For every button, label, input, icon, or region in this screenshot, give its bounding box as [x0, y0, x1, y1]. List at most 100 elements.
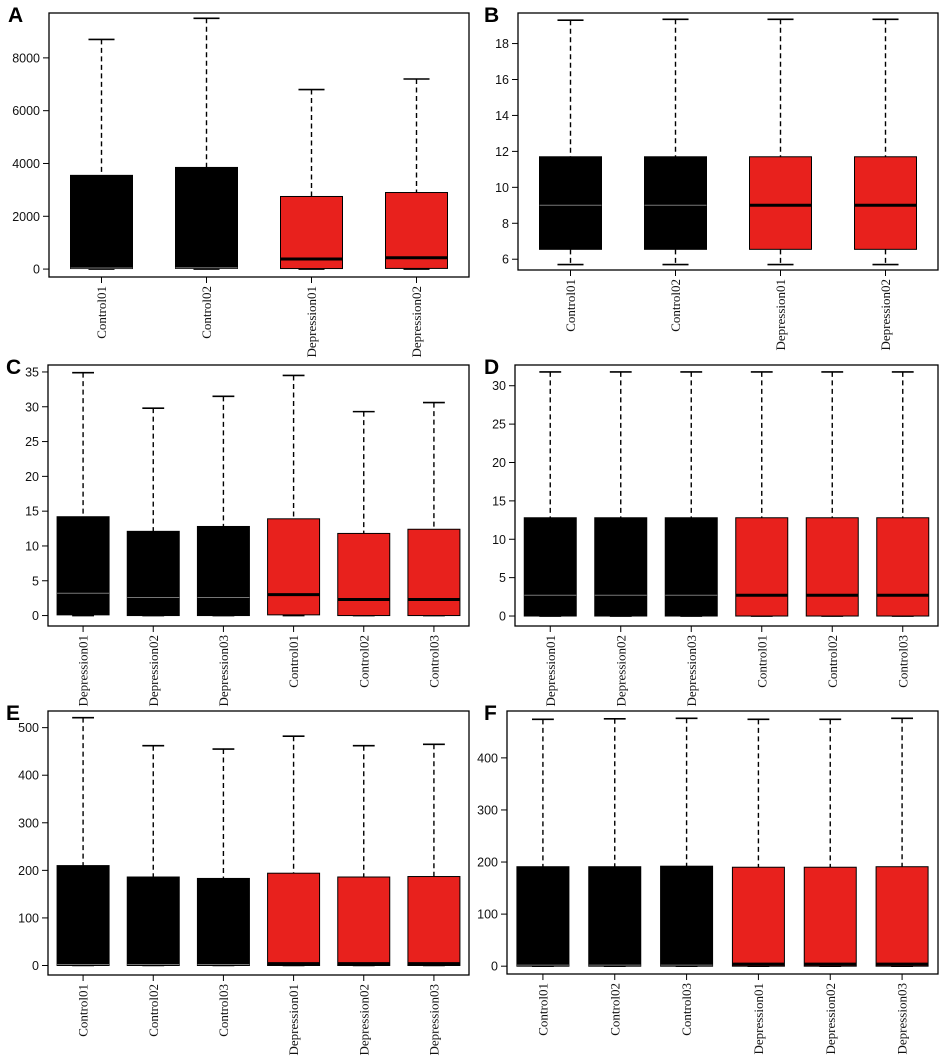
box-iqr	[56, 516, 110, 616]
y-tick-label: 15	[25, 505, 39, 519]
x-category-label: Control02	[146, 984, 161, 1037]
y-tick-label: 5	[32, 574, 39, 588]
box-iqr	[588, 866, 642, 967]
y-tick-label: 2000	[12, 210, 40, 224]
y-tick-label: 500	[18, 721, 39, 735]
y-tick-label: 20	[492, 456, 506, 470]
box-iqr	[337, 532, 391, 617]
box-iqr	[280, 195, 343, 270]
box-depression03	[875, 717, 929, 967]
box-iqr	[516, 866, 570, 967]
box-iqr	[660, 865, 714, 967]
panel-label-d: D	[484, 356, 499, 379]
x-category-label: Control03	[216, 984, 231, 1037]
x-category-label: Control02	[668, 279, 683, 332]
box-iqr	[749, 156, 812, 250]
x-category-label: Depression03	[684, 635, 699, 707]
box-control02	[337, 410, 391, 617]
box-iqr	[267, 872, 321, 966]
box-iqr	[854, 156, 917, 250]
plot-frame	[47, 364, 470, 627]
y-tick-label: 20	[25, 470, 39, 484]
x-category-label: Depression01	[304, 286, 319, 358]
box-iqr	[175, 166, 238, 269]
box-depression03	[407, 743, 461, 967]
box-iqr	[70, 174, 133, 270]
x-category-label: Control01	[76, 984, 91, 1037]
panel-label-c: C	[6, 356, 21, 379]
box-control01	[267, 374, 321, 617]
box-iqr	[523, 517, 577, 617]
box-iqr	[803, 866, 857, 967]
box-control02	[805, 371, 859, 617]
y-tick-label: 6000	[12, 104, 40, 118]
box-control01	[539, 19, 602, 266]
y-tick-label: 14	[495, 109, 509, 123]
box-control02	[175, 17, 238, 270]
box-iqr	[875, 866, 929, 967]
y-tick-label: 8	[502, 217, 509, 231]
x-category-label: Control01	[754, 635, 769, 688]
x-category-label: Depression02	[878, 279, 893, 351]
panel-d: D 0 5 10 15 20 25 30 Depression01 Depression02 Dep…	[484, 356, 939, 707]
box-depression02	[126, 407, 180, 617]
y-tick-label: 15	[492, 494, 506, 508]
box-iqr	[126, 530, 180, 617]
y-tick-label: 6	[502, 253, 509, 267]
y-tick-label: 0	[499, 610, 506, 624]
x-category-label: Depression02	[409, 286, 424, 358]
x-category-label: Control01	[563, 279, 578, 332]
plot-frame	[48, 12, 470, 278]
x-category-label: Control01	[286, 635, 301, 688]
y-tick-label: 0	[33, 263, 40, 277]
box-control03	[407, 401, 461, 617]
box-iqr	[126, 876, 180, 966]
box-control01	[56, 716, 110, 967]
y-tick-label: 0	[32, 959, 39, 973]
box-iqr	[196, 525, 250, 617]
box-iqr	[56, 865, 110, 966]
y-tick-label: 4000	[12, 157, 40, 171]
box-iqr	[731, 866, 785, 967]
y-tick-label: 300	[477, 803, 498, 817]
panel-e: E 0 100 200 300 400 500 Control01 Control02 Contr…	[6, 702, 470, 1056]
box-iqr	[539, 156, 602, 250]
x-category-label: Control03	[426, 635, 441, 688]
x-category-label: Depression03	[895, 983, 910, 1055]
y-tick-label: 5	[499, 571, 506, 585]
y-tick-label: 100	[477, 908, 498, 922]
box-iqr	[644, 156, 707, 250]
box-control02	[126, 744, 180, 967]
y-tick-label: 30	[492, 379, 506, 393]
box-iqr	[805, 517, 859, 617]
x-category-label: Depression03	[426, 984, 441, 1056]
y-tick-label: 200	[477, 856, 498, 870]
panel-label-a: A	[8, 4, 23, 27]
box-depression02	[854, 18, 917, 266]
y-tick-label: 35	[25, 365, 39, 379]
x-category-label: Control02	[607, 983, 622, 1036]
box-control02	[644, 18, 707, 266]
box-depression02	[337, 744, 391, 967]
box-iqr	[385, 192, 448, 269]
x-category-label: Depression02	[613, 635, 628, 707]
box-iqr	[876, 517, 930, 617]
y-tick-label: 400	[477, 751, 498, 765]
box-iqr	[664, 517, 718, 617]
box-iqr	[594, 517, 648, 617]
y-tick-label: 300	[18, 816, 39, 830]
box-depression01	[731, 718, 785, 967]
y-tick-label: 0	[32, 609, 39, 623]
plot-frame	[514, 364, 939, 627]
y-tick-label: 25	[25, 435, 39, 449]
box-depression03	[196, 395, 250, 617]
x-category-label: Control03	[679, 983, 694, 1036]
box-depression02	[803, 718, 857, 967]
box-iqr	[407, 876, 461, 966]
box-depression01	[267, 735, 321, 967]
panel-c: C 0 5 10 15 20 25 30 35 Depression01 Depression02 D…	[6, 356, 470, 707]
box-iqr	[407, 528, 461, 617]
y-tick-label: 400	[18, 769, 39, 783]
box-control03	[196, 748, 250, 967]
